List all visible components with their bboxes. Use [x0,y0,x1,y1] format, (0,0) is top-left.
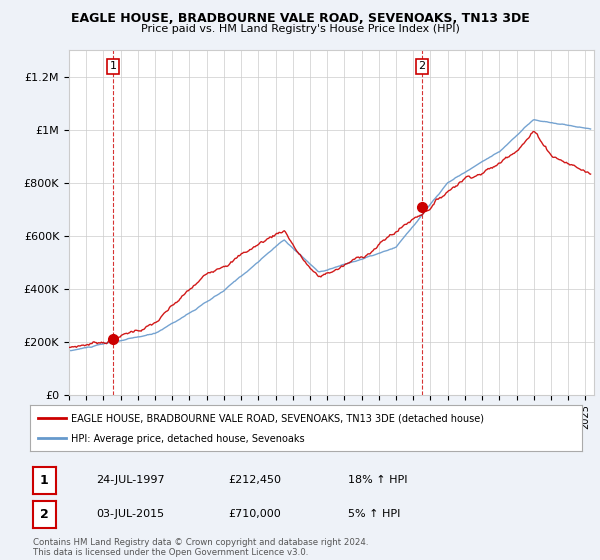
Text: 18% ↑ HPI: 18% ↑ HPI [348,475,407,486]
Text: 5% ↑ HPI: 5% ↑ HPI [348,509,400,519]
Text: EAGLE HOUSE, BRADBOURNE VALE ROAD, SEVENOAKS, TN13 3DE (detached house): EAGLE HOUSE, BRADBOURNE VALE ROAD, SEVEN… [71,414,484,424]
Text: Price paid vs. HM Land Registry's House Price Index (HPI): Price paid vs. HM Land Registry's House … [140,24,460,34]
Text: £710,000: £710,000 [228,509,281,519]
Text: 1: 1 [40,474,49,487]
Text: 24-JUL-1997: 24-JUL-1997 [96,475,164,486]
Text: 1: 1 [110,61,116,71]
Text: Contains HM Land Registry data © Crown copyright and database right 2024.
This d: Contains HM Land Registry data © Crown c… [33,538,368,557]
Text: 2: 2 [418,61,425,71]
Text: HPI: Average price, detached house, Sevenoaks: HPI: Average price, detached house, Seve… [71,434,305,444]
Text: EAGLE HOUSE, BRADBOURNE VALE ROAD, SEVENOAKS, TN13 3DE: EAGLE HOUSE, BRADBOURNE VALE ROAD, SEVEN… [71,12,529,25]
Text: 03-JUL-2015: 03-JUL-2015 [96,509,164,519]
Text: £212,450: £212,450 [228,475,281,486]
Text: 2: 2 [40,507,49,521]
